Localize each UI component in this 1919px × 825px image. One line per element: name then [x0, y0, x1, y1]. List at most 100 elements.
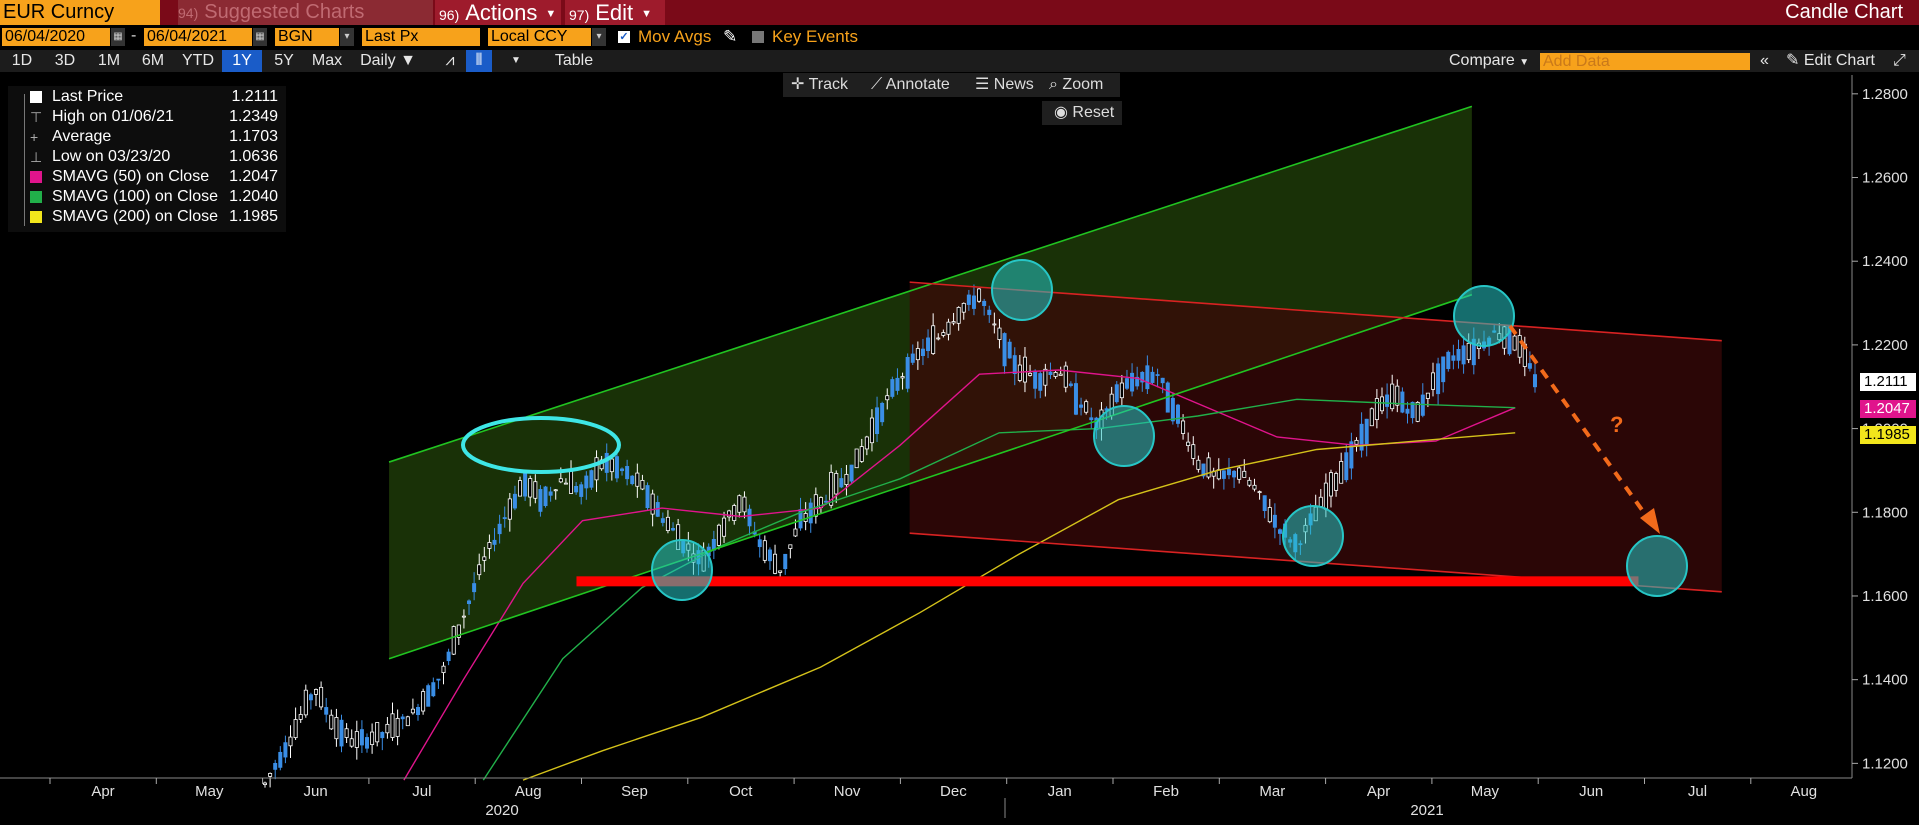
candle-body: [844, 473, 849, 486]
actions-menu[interactable]: 96) Actions ▼: [435, 0, 561, 25]
candle-body: [273, 762, 278, 770]
highlight-circle: [1282, 505, 1344, 567]
candle-body: [268, 773, 273, 777]
expand-icon[interactable]: ⤢: [1893, 52, 1906, 69]
start-date-field[interactable]: 06/04/2020: [2, 28, 110, 46]
x-year-label: 2021: [1410, 802, 1443, 819]
candle-body: [507, 498, 512, 520]
pencil-icon[interactable]: ✎: [723, 27, 738, 46]
candle-chart-icon[interactable]: ⫴: [466, 50, 492, 72]
candle-body: [1385, 394, 1390, 407]
candle-body: [569, 470, 574, 494]
currency-field[interactable]: Local CCY: [488, 28, 591, 46]
projection-arrow: [1508, 324, 1657, 530]
chevron-down-icon[interactable]: ▾: [592, 28, 606, 46]
candle-body: [956, 307, 961, 324]
period-5y-button[interactable]: 5Y: [274, 52, 294, 69]
legend-label: SMAVG (100) on Close: [52, 188, 218, 205]
candle-body: [966, 294, 971, 305]
candle-body: [303, 689, 308, 716]
annotate-button[interactable]: ⟋ Annotate: [871, 73, 950, 97]
candle-body: [523, 472, 528, 497]
zoom-button[interactable]: ⌕ Zoom: [1049, 73, 1103, 97]
news-button[interactable]: ☰ News: [975, 73, 1034, 97]
news-label: News: [993, 76, 1034, 93]
y-tick-label: 1.2400: [1862, 253, 1908, 270]
candle-body: [1430, 372, 1435, 390]
candle-body: [620, 468, 625, 472]
zoom-label: Zoom: [1062, 76, 1104, 93]
candle-body: [1334, 473, 1339, 491]
candle-body: [977, 288, 982, 302]
candle-body: [1191, 444, 1196, 459]
candle-body: [344, 728, 349, 738]
period-1m-button[interactable]: 1M: [97, 52, 121, 69]
candle-body: [1252, 484, 1257, 490]
reset-button[interactable]: ◉ Reset: [1042, 101, 1122, 125]
chevron-down-icon[interactable]: ▾: [340, 28, 354, 46]
collapse-icon[interactable]: «: [1760, 52, 1769, 69]
candle-body: [1517, 335, 1522, 358]
chevron-down-icon: ▼: [1519, 57, 1530, 68]
candle-body: [1007, 341, 1012, 359]
period-ytd-button[interactable]: YTD: [182, 52, 214, 69]
candle-body: [589, 470, 594, 488]
table-button[interactable]: Table: [554, 52, 594, 69]
frequency-dropdown[interactable]: Daily ▼: [352, 50, 424, 72]
candle-body: [533, 481, 538, 499]
candle-body: [1512, 335, 1517, 351]
key-events-checkbox[interactable]: [752, 31, 764, 43]
candle-body: [1374, 398, 1379, 420]
top-toolbar: EUR Curncy 94) Suggested Charts 96) Action…: [0, 0, 1919, 25]
candle-body: [426, 685, 431, 707]
candle-body: [298, 714, 303, 720]
candle-body: [813, 494, 818, 517]
candle-body: [716, 524, 721, 546]
candle-body: [757, 539, 762, 548]
x-tick-label: Sep: [621, 783, 648, 800]
candle-body: [1068, 383, 1073, 386]
key-events-label[interactable]: Key Events: [772, 27, 858, 46]
candle-body: [1028, 372, 1033, 376]
candle-body: [512, 493, 517, 509]
candle-body: [288, 736, 293, 747]
compare-dropdown[interactable]: Compare ▼: [1449, 50, 1529, 72]
candle-body: [548, 491, 553, 496]
period-max-button[interactable]: Max: [311, 52, 343, 69]
annotate-label: Annotate: [885, 76, 950, 93]
add-data-input[interactable]: Add Data: [1540, 53, 1750, 70]
calendar-icon[interactable]: ▦: [253, 28, 267, 46]
candle-body: [1237, 467, 1242, 480]
candle-body: [895, 377, 900, 391]
period-1d-button[interactable]: 1D: [11, 52, 33, 69]
mov-avgs-label[interactable]: Mov Avgs: [638, 27, 712, 46]
end-date-field[interactable]: 06/04/2021: [144, 28, 252, 46]
security-field[interactable]: EUR Curncy: [0, 0, 160, 25]
edit-chart-button[interactable]: ✎ Edit Chart: [1786, 50, 1875, 72]
calendar-icon[interactable]: ▦: [111, 28, 125, 46]
candle-body: [936, 337, 941, 340]
track-button[interactable]: ✛ Track: [791, 73, 848, 97]
edit-menu[interactable]: 97) Edit ▼: [565, 0, 665, 25]
period-6m-button[interactable]: 6M: [141, 52, 165, 69]
candle-body: [1272, 514, 1277, 528]
chevron-down-icon[interactable]: ▼: [511, 55, 521, 66]
period-1y-button[interactable]: 1Y: [222, 50, 262, 72]
candle-body: [1410, 401, 1415, 419]
source-field[interactable]: BGN: [275, 28, 339, 46]
candle-body: [329, 714, 334, 730]
candle-body: [472, 583, 477, 593]
mov-avgs-checkbox[interactable]: ✓: [618, 31, 630, 43]
line-chart-icon[interactable]: ⩘: [445, 52, 455, 69]
suggested-charts-button[interactable]: 94) Suggested Charts: [178, 0, 433, 25]
legend-tree-line: [24, 94, 25, 226]
candle-body: [1058, 373, 1063, 376]
chevron-down-icon: ▼: [545, 7, 557, 20]
candle-body: [1425, 392, 1430, 399]
x-tick-label: Jul: [1688, 783, 1707, 800]
period-3d-button[interactable]: 3D: [54, 52, 76, 69]
candle-body: [487, 542, 492, 549]
question-mark-label: ?: [1610, 412, 1623, 437]
candle-body: [349, 738, 354, 747]
price-type-field[interactable]: Last Px: [362, 28, 480, 46]
